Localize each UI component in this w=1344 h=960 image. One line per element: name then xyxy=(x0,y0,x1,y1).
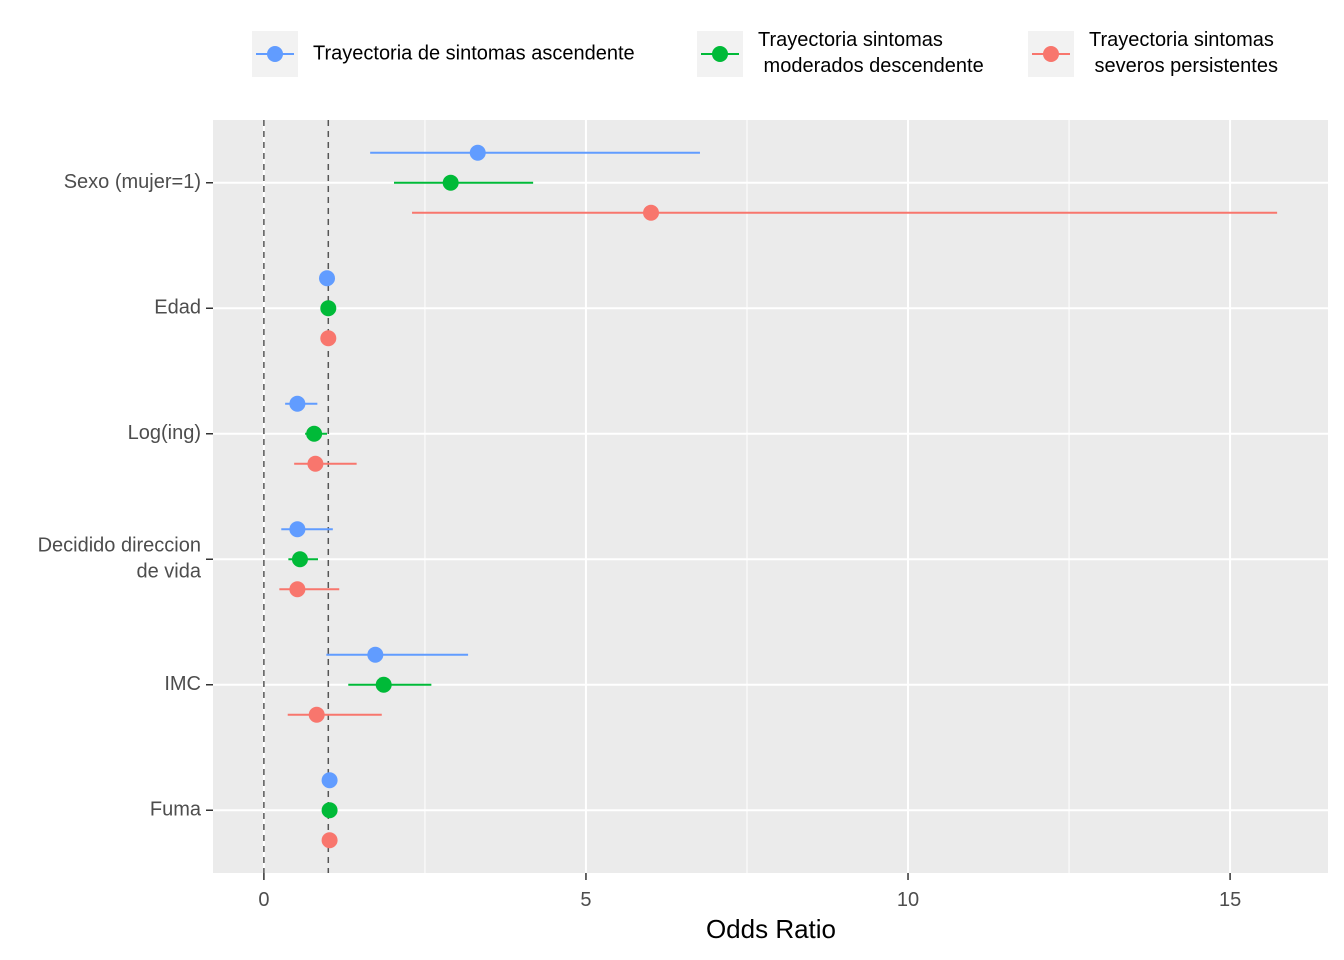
legend-label: Trayectoria de sintomas ascendente xyxy=(313,42,635,64)
point xyxy=(320,330,337,347)
point xyxy=(289,521,306,538)
point xyxy=(319,270,336,287)
panel xyxy=(213,120,1328,873)
point xyxy=(321,832,338,849)
legend-key-point xyxy=(712,46,728,62)
point xyxy=(308,706,325,723)
point xyxy=(289,581,306,598)
point xyxy=(321,802,338,819)
x-tick-label: 15 xyxy=(1219,889,1241,911)
x-tick-label: 10 xyxy=(897,889,919,911)
legend-label: Trayectoria sintomas severos persistente… xyxy=(1089,29,1278,77)
y-tick-label: Fuma xyxy=(150,799,202,821)
legend-label: Trayectoria sintomas moderados descenden… xyxy=(758,29,984,77)
point xyxy=(321,772,338,789)
legend-key-point xyxy=(1043,46,1059,62)
y-tick-label: Edad xyxy=(154,297,201,319)
y-tick-label: Log(ing) xyxy=(128,422,201,444)
point xyxy=(306,425,323,442)
x-axis-title: Odds Ratio xyxy=(706,914,836,944)
point xyxy=(289,395,306,412)
point xyxy=(291,551,308,568)
point xyxy=(307,455,324,472)
y-tick-label: Sexo (mujer=1) xyxy=(64,171,201,193)
y-tick-label: IMC xyxy=(164,673,201,695)
point xyxy=(469,144,486,161)
point xyxy=(367,646,384,663)
point xyxy=(643,204,660,221)
x-tick-label: 0 xyxy=(258,889,269,911)
y-tick-label: Decidido direccion de vida xyxy=(38,535,202,583)
point xyxy=(442,174,459,191)
point xyxy=(320,300,337,317)
point xyxy=(375,676,392,693)
legend-key-point xyxy=(267,46,283,62)
x-tick-label: 5 xyxy=(580,889,591,911)
